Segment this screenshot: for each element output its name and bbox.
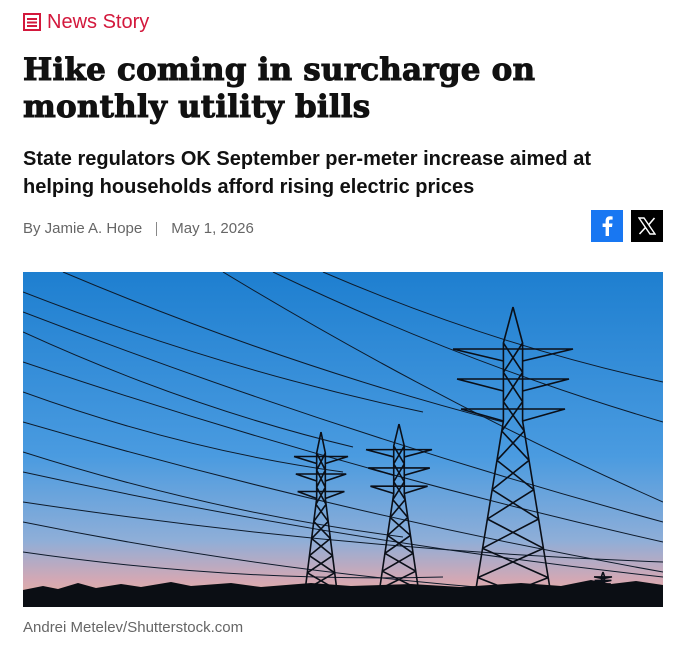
wire bbox=[23, 391, 344, 473]
wires bbox=[23, 272, 663, 593]
wire bbox=[23, 331, 354, 448]
tower bbox=[293, 431, 349, 607]
wire bbox=[23, 311, 663, 523]
wire bbox=[23, 551, 444, 579]
wire bbox=[322, 272, 663, 383]
wire bbox=[23, 471, 663, 578]
section-icon bbox=[23, 13, 41, 31]
byline: By Jamie A. Hope May 1, 2026 bbox=[23, 220, 254, 237]
wire bbox=[23, 421, 663, 573]
subheadline: State regulators OK September per-meter … bbox=[23, 148, 591, 198]
headline: Hike coming in surcharge on monthly util… bbox=[23, 52, 536, 126]
tower bbox=[452, 306, 574, 607]
wire bbox=[222, 272, 663, 503]
wire bbox=[272, 272, 663, 423]
date: May 1, 2026 bbox=[156, 221, 254, 236]
x-icon bbox=[638, 217, 656, 235]
tower bbox=[365, 423, 433, 607]
facebook-share[interactable] bbox=[591, 210, 623, 242]
sky bbox=[23, 272, 663, 607]
wire bbox=[23, 291, 424, 413]
wire bbox=[23, 361, 663, 543]
photo bbox=[23, 272, 663, 607]
author[interactable]: By Jamie A. Hope bbox=[23, 220, 143, 237]
section-label[interactable]: News Story bbox=[23, 9, 149, 35]
section-text: News Story bbox=[47, 10, 150, 33]
photo-credit: Andrei Metelev/Shutterstock.com bbox=[23, 619, 244, 636]
facebook-icon bbox=[602, 216, 613, 236]
towers bbox=[293, 306, 613, 607]
treeline bbox=[23, 580, 663, 607]
x-share[interactable] bbox=[631, 210, 663, 242]
wire bbox=[23, 451, 404, 538]
wire bbox=[23, 501, 663, 563]
wire bbox=[62, 272, 504, 423]
